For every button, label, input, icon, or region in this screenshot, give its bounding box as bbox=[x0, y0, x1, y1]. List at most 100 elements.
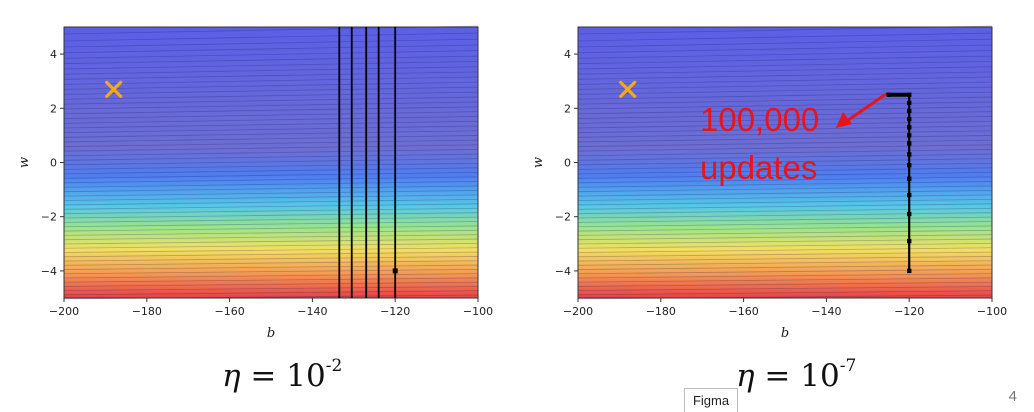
contour-line bbox=[577, 203, 993, 210]
contour-line bbox=[577, 268, 993, 275]
contour-line bbox=[63, 106, 479, 115]
x-tick-label: −140 bbox=[811, 305, 841, 318]
contour-line bbox=[577, 66, 993, 75]
updates-annotation: 100,000 updates bbox=[700, 96, 819, 192]
contour-line bbox=[63, 225, 479, 232]
y-tick-label: 4 bbox=[564, 48, 571, 61]
x-tick-label: −160 bbox=[728, 305, 758, 318]
y-tick-label: 4 bbox=[50, 48, 57, 61]
contour-line bbox=[63, 181, 479, 188]
contour-line bbox=[577, 50, 993, 59]
eta-exponent: -2 bbox=[325, 356, 343, 376]
contour-line bbox=[577, 243, 993, 249]
contour-line bbox=[63, 96, 479, 105]
contour-line bbox=[63, 277, 479, 283]
contour-line bbox=[577, 247, 993, 253]
contour-line bbox=[577, 225, 993, 232]
contour-line bbox=[577, 61, 993, 70]
x-axis-label: b bbox=[781, 326, 789, 341]
contour-line bbox=[63, 81, 479, 90]
x-axis-label: b bbox=[267, 326, 275, 341]
contour-line bbox=[577, 125, 993, 134]
trajectory-point bbox=[907, 152, 912, 157]
contour-line bbox=[63, 116, 479, 124]
contour-line bbox=[577, 130, 993, 138]
contour-line bbox=[63, 273, 479, 279]
contour-line bbox=[577, 185, 993, 193]
contour-line bbox=[577, 251, 993, 258]
x-tick-label: −180 bbox=[132, 305, 162, 318]
contour-line bbox=[577, 190, 993, 197]
contour-line bbox=[63, 55, 479, 65]
contour-line bbox=[577, 260, 993, 266]
contour-line bbox=[577, 106, 993, 115]
contour-line bbox=[577, 38, 993, 48]
contour-line bbox=[577, 273, 993, 279]
x-tick-label: −140 bbox=[297, 305, 327, 318]
contour-line bbox=[63, 153, 479, 161]
contour-line bbox=[63, 120, 479, 129]
contour-line bbox=[577, 120, 993, 129]
x-tick-label: −120 bbox=[894, 305, 924, 318]
contour-line bbox=[63, 207, 479, 215]
contour-line bbox=[63, 125, 479, 134]
contour-line bbox=[577, 76, 993, 85]
y-axis-label: w bbox=[17, 157, 32, 168]
contour-line bbox=[63, 194, 479, 201]
trajectory-point bbox=[392, 268, 398, 274]
contour-line bbox=[63, 91, 479, 100]
optimum-x-stroke bbox=[619, 80, 637, 98]
right-eta-caption: η = 10-7 bbox=[736, 356, 856, 394]
contour-line bbox=[577, 286, 993, 292]
page-number: 4 bbox=[1008, 388, 1017, 405]
contour-line bbox=[577, 162, 993, 170]
contour-line bbox=[63, 203, 479, 210]
y-tick-label: −2 bbox=[555, 211, 571, 224]
contour-line bbox=[577, 216, 993, 223]
contour-line bbox=[577, 194, 993, 201]
contour-line bbox=[63, 256, 479, 262]
x-tick-label: −180 bbox=[646, 305, 676, 318]
contour-line bbox=[577, 55, 993, 65]
contour-line bbox=[577, 198, 993, 206]
contour-line bbox=[63, 268, 479, 275]
trajectory-point bbox=[907, 108, 912, 114]
contour-line bbox=[577, 111, 993, 119]
trajectory-point bbox=[907, 116, 912, 122]
annotation-arrow bbox=[836, 92, 887, 128]
contour-line bbox=[63, 185, 479, 193]
contour-line bbox=[577, 139, 993, 147]
contour-line bbox=[63, 247, 479, 253]
figma-tab[interactable]: Figma bbox=[684, 388, 738, 412]
optimum-x-stroke bbox=[105, 80, 123, 98]
contour-line bbox=[577, 96, 993, 105]
eta-symbol: η bbox=[736, 358, 755, 394]
contour-line bbox=[577, 101, 993, 110]
contour-line bbox=[577, 290, 993, 296]
contour-line bbox=[63, 229, 479, 236]
contour-line bbox=[577, 221, 993, 228]
contour-line bbox=[63, 251, 479, 258]
contour-line bbox=[577, 32, 993, 42]
annotation-line-2: updates bbox=[700, 149, 818, 186]
contour-line bbox=[63, 50, 479, 59]
y-tick-label: −4 bbox=[41, 265, 57, 278]
contour-line bbox=[63, 198, 479, 206]
contour-line bbox=[577, 91, 993, 100]
trajectory-point bbox=[907, 163, 912, 168]
x-tick-label: −100 bbox=[977, 305, 1007, 318]
contour-line bbox=[63, 167, 479, 175]
contour-line bbox=[63, 61, 479, 70]
contour-line bbox=[63, 260, 479, 266]
contour-line bbox=[63, 32, 479, 42]
contour-line bbox=[577, 81, 993, 90]
x-tick-label: −160 bbox=[214, 305, 244, 318]
contour-line bbox=[577, 238, 993, 245]
optimum-x-marker bbox=[105, 80, 123, 98]
trajectory-point bbox=[907, 141, 912, 146]
contour-line bbox=[63, 171, 479, 179]
contour-line bbox=[63, 162, 479, 170]
y-tick-label: −2 bbox=[41, 211, 57, 224]
contour-fill bbox=[64, 27, 478, 298]
contour-line bbox=[63, 139, 479, 147]
